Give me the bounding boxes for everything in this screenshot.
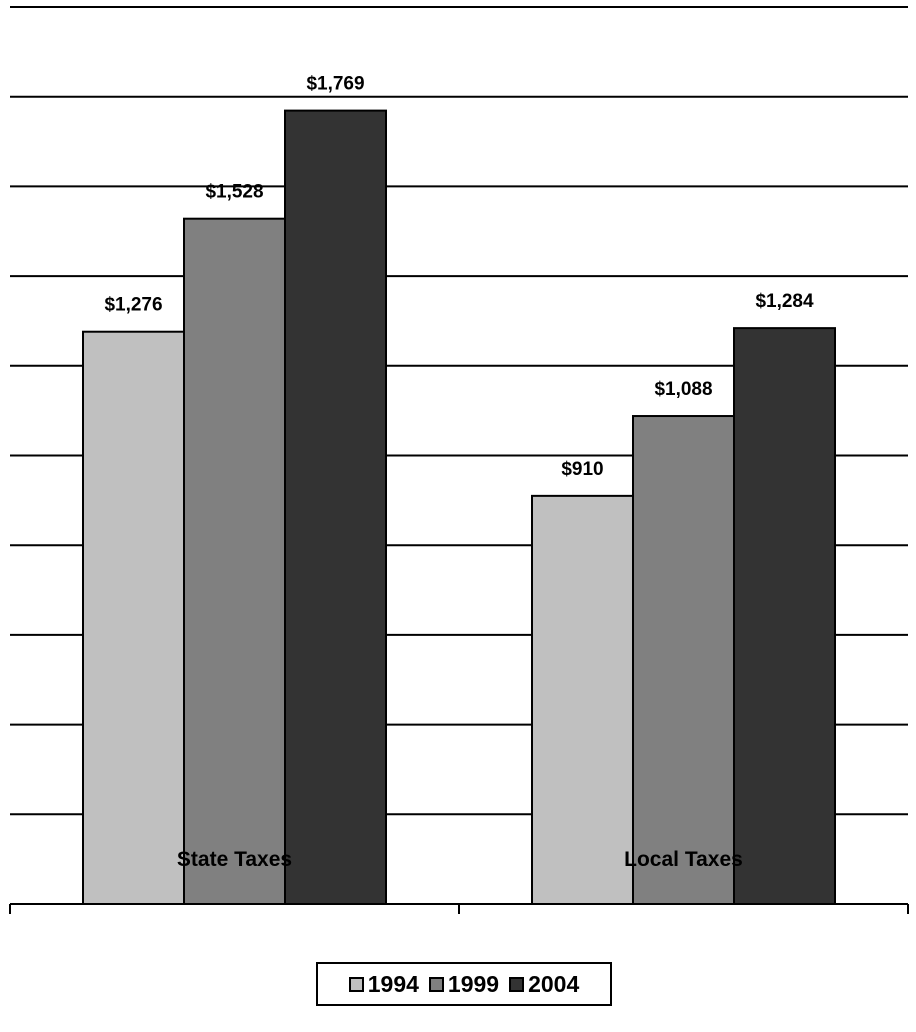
data-labels: $1,276 $1,528 $1,769 $910 $1,088 $1,284: [104, 74, 814, 480]
legend: 1994 1999 2004: [316, 962, 612, 1006]
data-label-1994-state-taxes: $1,276: [104, 295, 162, 316]
bars: [82, 109, 836, 906]
data-label-1999-state-taxes: $1,528: [205, 182, 263, 203]
bar-1994-state-taxes: [82, 330, 185, 905]
legend-swatch-2004: [509, 976, 525, 992]
bar-2004-state-taxes: [284, 109, 387, 905]
data-label-1994-local-taxes: $910: [561, 459, 603, 480]
legend-label-1999: 1999: [447, 970, 500, 997]
data-label-2004-state-taxes: $1,769: [306, 74, 364, 95]
legend-item-1999: 1999: [428, 970, 500, 998]
category-label-local-taxes: Local Taxes: [624, 848, 743, 871]
legend-swatch-1994: [348, 976, 364, 992]
legend-item-2004: 2004: [509, 971, 579, 998]
bar-chart: $1,276 $1,528 $1,769 $910 $1,088 $1,284 State…: [9, 6, 909, 914]
data-label-1999-local-taxes: $1,088: [654, 379, 712, 400]
x-axis: [9, 903, 909, 914]
legend-item-1994: 1994: [348, 970, 419, 998]
category-label-state-taxes: State Taxes: [177, 848, 292, 871]
category-labels: State Taxes Local Taxes: [177, 848, 743, 871]
bar-2004-local-taxes: [733, 327, 836, 906]
legend-label-2004: 2004: [528, 970, 580, 997]
legend-label-1994: 1994: [367, 970, 419, 997]
data-label-2004-local-taxes: $1,284: [755, 291, 814, 312]
bar-1999-state-taxes: [183, 217, 286, 905]
bar-1999-local-taxes: [632, 415, 735, 905]
bar-1994-local-taxes: [531, 494, 634, 905]
legend-swatch-1999: [428, 976, 444, 992]
